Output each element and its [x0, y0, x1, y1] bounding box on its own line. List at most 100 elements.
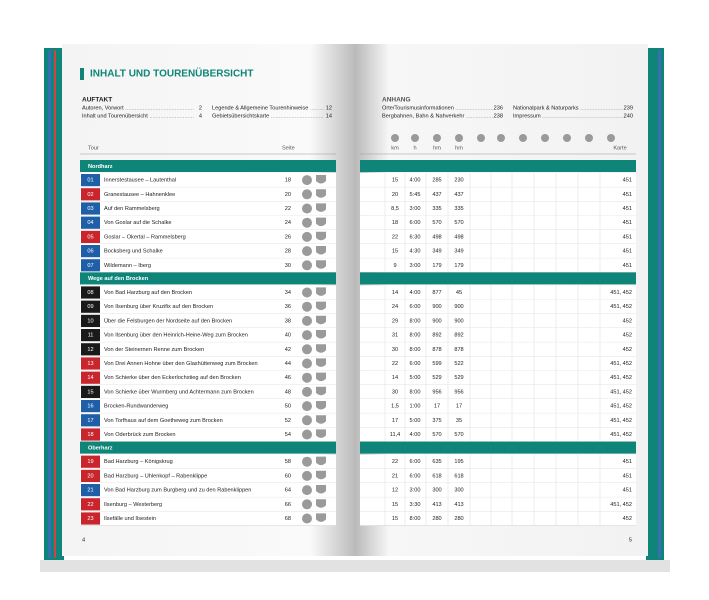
- tour-number-box: [81, 314, 100, 327]
- tour-number: 05: [87, 234, 93, 240]
- row-bg: [80, 313, 336, 328]
- tour-title: Goslar – Okertal – Rammelsberg: [104, 234, 186, 240]
- tour-h: 5:00: [410, 375, 421, 381]
- tour-hm-up: 335: [432, 206, 441, 212]
- tour-hm-down: 522: [454, 361, 463, 367]
- tour-number: 08: [87, 290, 93, 296]
- tour-page: 36: [285, 304, 291, 310]
- tour-title: Brocken-Rundwanderweg: [104, 404, 168, 410]
- tour-km: 14: [392, 290, 398, 296]
- tour-hm-down: 195: [454, 459, 463, 465]
- tour-map: 451: [623, 234, 632, 240]
- tour-hm-down: 570: [454, 432, 463, 438]
- tour-page: 60: [285, 473, 291, 479]
- section-heading: AUFTAKT: [82, 97, 112, 104]
- tour-page: 50: [285, 404, 291, 410]
- tour-number: 12: [87, 347, 93, 353]
- group-bar: [360, 272, 636, 285]
- tour-number-box: [81, 455, 100, 468]
- tour-h: 1:00: [410, 404, 421, 410]
- icon: [302, 231, 312, 242]
- row-bg: [80, 427, 336, 442]
- row-bg: [80, 299, 336, 314]
- tour-page: 64: [285, 488, 291, 494]
- row-bg: [80, 413, 336, 428]
- tour-number-box: [81, 329, 100, 342]
- tour-number: 14: [87, 375, 93, 381]
- row-bg: [80, 187, 336, 202]
- icon: [316, 513, 326, 522]
- tour-number-box: [81, 245, 100, 258]
- tour-page: 58: [285, 459, 291, 465]
- icon: [302, 330, 312, 341]
- tour-map: 451: [623, 459, 632, 465]
- icon: [316, 189, 326, 198]
- tour-number-box: [81, 259, 100, 272]
- icon: [302, 260, 312, 271]
- tour-map: 451, 452: [610, 290, 632, 296]
- tour-hm-up: 529: [432, 375, 441, 381]
- row-bg: [360, 187, 636, 202]
- tour-title: Von Bad Harzburg zum Burgberg und zu den…: [104, 488, 251, 494]
- tour-title: Von Oderbrück zum Brocken: [104, 432, 176, 438]
- icon: [302, 429, 312, 440]
- tour-page: 48: [285, 389, 291, 395]
- tour-km: 11,4: [390, 432, 400, 438]
- tour-hm-up: 413: [432, 502, 441, 508]
- tour-h: 4:00: [410, 290, 421, 296]
- tour-number: 17: [87, 418, 93, 424]
- icon: [302, 499, 312, 510]
- tour-hm-up: 900: [432, 318, 441, 324]
- tour-title: Von Schierke über Wurmberg und Achterman…: [104, 389, 254, 395]
- tour-km: 15: [392, 502, 398, 508]
- tour-page: 26: [285, 234, 291, 240]
- tour-hm-up: 956: [432, 389, 441, 395]
- tour-number: 01: [87, 178, 93, 184]
- icon: [316, 485, 326, 494]
- tour-h: 6:00: [410, 473, 421, 479]
- row-bg: [360, 356, 636, 371]
- tour-km: 9: [393, 263, 396, 269]
- tour-number: 10: [87, 318, 93, 324]
- page-title: INHALT UND TOURENÜBERSICHT: [90, 67, 254, 80]
- section-heading: ANHANG: [382, 97, 411, 104]
- tour-number-box: [81, 428, 100, 441]
- tour-hm-down: 892: [454, 333, 463, 339]
- group-heading: Oberharz: [88, 445, 113, 451]
- row-bg: [360, 413, 636, 428]
- icon: [316, 401, 326, 410]
- toc-label: Gebietsübersichtskarte: [212, 113, 269, 119]
- tour-km: 30: [392, 389, 398, 395]
- tour-map: 451: [623, 249, 632, 255]
- column-header: Tour: [88, 145, 99, 151]
- tour-page: 40: [285, 333, 291, 339]
- tour-map: 451: [623, 220, 632, 226]
- tour-title: Von Torfhaus auf dem Goetheweg zum Brock…: [104, 418, 223, 424]
- tour-km: 31: [392, 333, 398, 339]
- tour-km: 22: [392, 459, 398, 465]
- tour-h: 8:00: [410, 333, 421, 339]
- tour-number: 13: [87, 361, 93, 367]
- tour-title: Ilsenburg – Westerberg: [104, 502, 162, 508]
- icon: [302, 485, 312, 496]
- icon: [302, 470, 312, 481]
- page-number: 5: [629, 537, 632, 543]
- icon: [316, 429, 326, 438]
- row-bg: [360, 201, 636, 216]
- group-heading: Wege auf den Brocken: [88, 276, 149, 282]
- tour-km: 15: [392, 249, 398, 255]
- toc-page: 240: [624, 113, 633, 119]
- tour-km: 17: [392, 418, 398, 424]
- tour-hm-down: 498: [454, 234, 463, 240]
- row-bg: [360, 399, 636, 414]
- tour-map: 451, 452: [610, 502, 632, 508]
- toc-label: Nationalpark & Naturparks: [513, 105, 579, 111]
- row-bg: [360, 454, 636, 469]
- tour-km: 8,5: [391, 206, 399, 212]
- tour-hm-down: 956: [454, 389, 463, 395]
- tour-hm-up: 285: [432, 178, 441, 184]
- toc-page: 14: [326, 113, 332, 119]
- tour-hm-up: 878: [432, 347, 441, 353]
- icon: [316, 260, 326, 269]
- tour-km: 21: [392, 473, 398, 479]
